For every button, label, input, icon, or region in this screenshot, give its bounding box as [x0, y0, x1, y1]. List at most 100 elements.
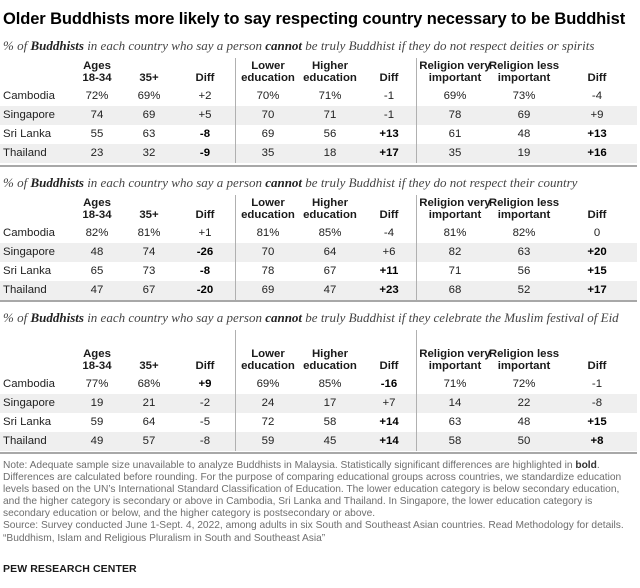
table-cell: -1	[383, 109, 395, 121]
column-divider	[235, 195, 236, 300]
table-row: Thailand 49 57 -8 59 45 +14 58 50 +8	[0, 432, 637, 451]
table-cell: 59	[261, 435, 275, 447]
table-cell: 69	[142, 109, 156, 121]
table-cell: +15	[587, 416, 607, 428]
table-cell: 19	[517, 147, 531, 159]
note-bold-word: bold	[575, 460, 597, 471]
table-cell: 70	[261, 246, 275, 258]
table-cell: 69%	[256, 378, 280, 390]
column-header: Diff	[379, 72, 399, 84]
table-cell: -2	[199, 397, 211, 409]
table-cell: 63	[448, 416, 462, 428]
table-cell: 21	[142, 397, 156, 409]
country-label: Thailand	[3, 435, 47, 447]
table-cell: 18	[323, 147, 337, 159]
column-header: 35+	[139, 209, 159, 221]
table-row: Cambodia 82% 81% +1 81% 85% -4 81% 82% 0	[0, 224, 637, 243]
column-header: Lower education	[241, 197, 295, 221]
table-cell: 69	[517, 109, 531, 121]
table-cell: +9	[198, 378, 212, 390]
table-cell: 74	[142, 246, 156, 258]
table-cell: 56	[517, 265, 531, 277]
column-header: Religion less important	[488, 197, 560, 221]
subtitle-bold2: cannot	[265, 175, 303, 190]
table-cell: 17	[323, 397, 337, 409]
section-subtitle: % of Buddhists in each country who say a…	[3, 38, 633, 54]
column-header: Diff	[587, 209, 607, 221]
table-cell: 71%	[443, 378, 467, 390]
report-title-line: “Buddhism, Islam and Religious Pluralism…	[3, 532, 326, 544]
table-cell: 71	[448, 265, 462, 277]
table-cell: 64	[142, 416, 156, 428]
table-cell: -9	[199, 147, 211, 159]
section-subtitle: % of Buddhists in each country who say a…	[3, 175, 633, 191]
table-cell: +6	[382, 246, 396, 258]
table-row: Thailand 47 67 -20 69 47 +23 68 52 +17	[0, 281, 637, 300]
table-row: Cambodia 77% 68% +9 69% 85% -16 71% 72% -1	[0, 375, 637, 394]
country-label: Sri Lanka	[3, 128, 52, 140]
table-cell: 67	[142, 284, 156, 296]
table-cell: +13	[587, 128, 607, 140]
table-cell: 69	[261, 284, 275, 296]
footer-credit: PEW RESEARCH CENTER	[3, 563, 137, 575]
column-header: Ages 18-34	[82, 197, 112, 221]
table-cell: 47	[90, 284, 104, 296]
table-cell: 82%	[512, 227, 536, 239]
table-cell: 65	[90, 265, 104, 277]
table-row: Singapore 48 74 -26 70 64 +6 82 63 +20	[0, 243, 637, 262]
table-cell: 70%	[256, 90, 280, 102]
subtitle-post: be truly Buddhist if they celebrate the …	[302, 310, 619, 325]
table-cell: 73	[142, 265, 156, 277]
table-cell: -8	[199, 265, 211, 277]
table-cell: 82	[448, 246, 462, 258]
table-cell: 69	[261, 128, 275, 140]
table-cell: 72%	[85, 90, 109, 102]
table-cell: 77%	[85, 378, 109, 390]
table-cell: 61	[448, 128, 462, 140]
table-cell: 82%	[85, 227, 109, 239]
table-cell: +11	[379, 265, 399, 277]
table-cell: 45	[323, 435, 337, 447]
table-cell: 58	[448, 435, 462, 447]
country-label: Thailand	[3, 147, 47, 159]
subtitle-pre: % of	[3, 175, 31, 190]
table-cell: 47	[323, 284, 337, 296]
table-cell: +2	[198, 90, 212, 102]
subtitle-bold2: cannot	[265, 310, 303, 325]
column-divider	[416, 330, 417, 451]
table-cell: 64	[323, 246, 337, 258]
table-cell: +1	[198, 227, 212, 239]
column-divider	[235, 58, 236, 163]
column-header: Higher education	[303, 348, 357, 372]
table-cell: 19	[90, 397, 104, 409]
table-cell: +9	[590, 109, 604, 121]
subtitle-bold: Buddhists	[30, 38, 84, 53]
table-row: Sri Lanka 55 63 -8 69 56 +13 61 48 +13	[0, 125, 637, 144]
section-subtitle: % of Buddhists in each country who say a…	[3, 310, 633, 326]
table-cell: +13	[379, 128, 399, 140]
table-cell: 63	[517, 246, 531, 258]
note-line-1: Note: Adequate sample size unavailable t…	[3, 460, 576, 471]
table-cell: 57	[142, 435, 156, 447]
table-cell: 81%	[137, 227, 161, 239]
column-header: Religion less important	[488, 60, 560, 84]
column-header: Religion very important	[419, 60, 491, 84]
country-label: Cambodia	[3, 227, 55, 239]
table-cell: +17	[379, 147, 399, 159]
column-header: Religion very important	[419, 197, 491, 221]
column-header: 35+	[139, 360, 159, 372]
country-label: Cambodia	[3, 90, 55, 102]
table-cell: 69%	[137, 90, 161, 102]
table-cell: -1	[591, 378, 603, 390]
subtitle-mid: in each country who say a person	[83, 175, 266, 190]
table-cell: 72%	[512, 378, 536, 390]
country-label: Sri Lanka	[3, 265, 52, 277]
table-cell: 63	[142, 128, 156, 140]
table-cell: 73%	[512, 90, 536, 102]
table-cell: 48	[517, 128, 531, 140]
table-cell: 35	[448, 147, 462, 159]
subtitle-bold: Buddhists	[30, 175, 84, 190]
country-label: Sri Lanka	[3, 416, 52, 428]
column-header: Higher education	[303, 197, 357, 221]
